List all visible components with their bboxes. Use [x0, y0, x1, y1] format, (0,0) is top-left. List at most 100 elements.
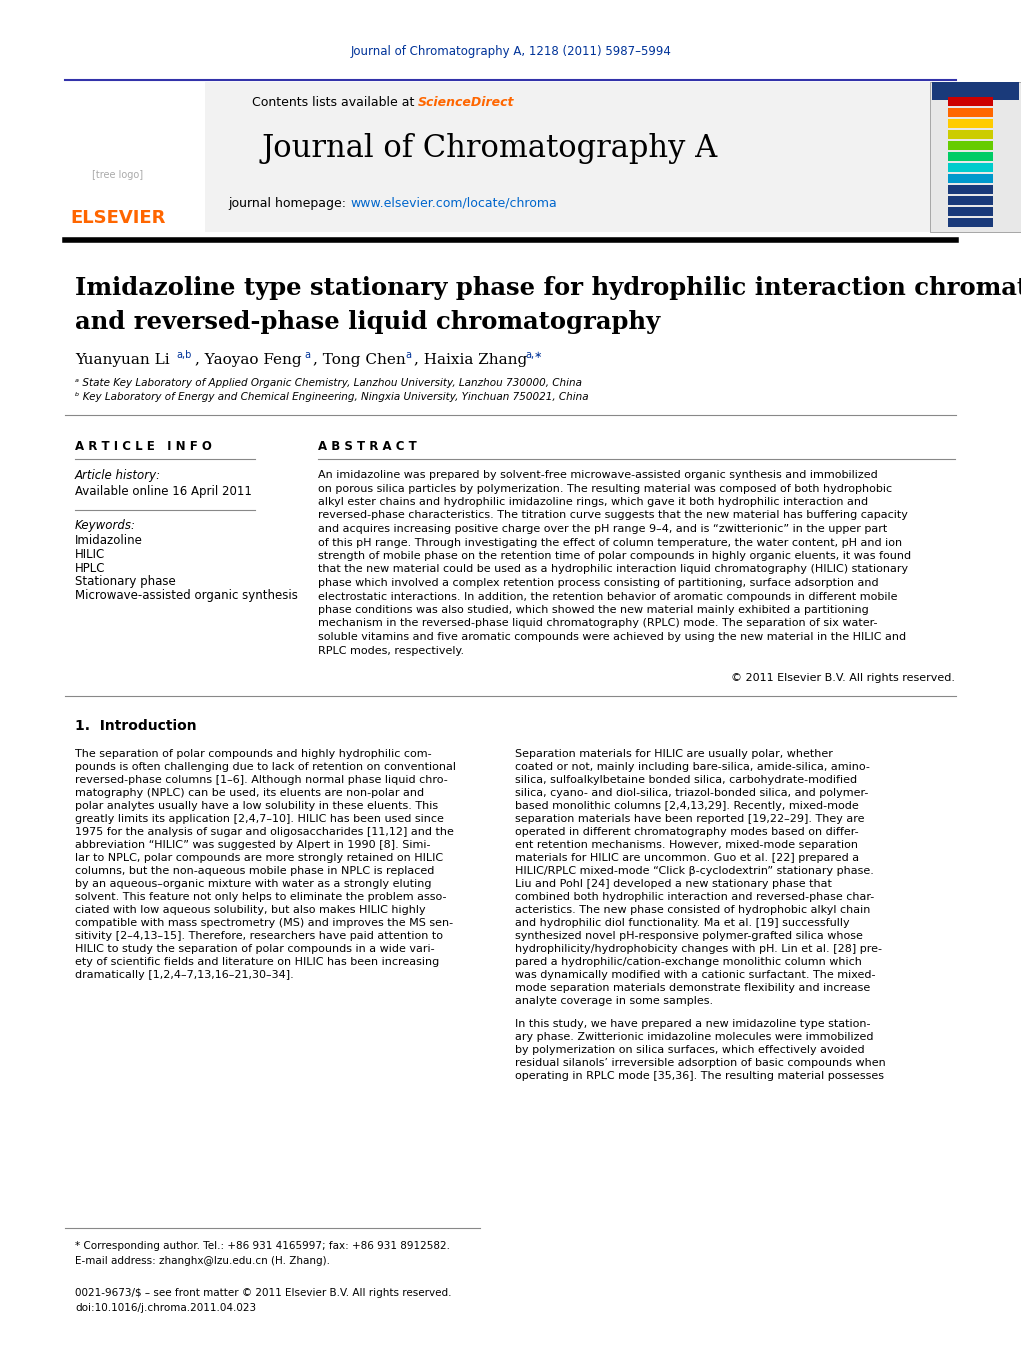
Text: of this pH range. Through investigating the effect of column temperature, the wa: of this pH range. Through investigating … [318, 538, 903, 547]
Bar [949, 97, 993, 105]
Bar [949, 141, 993, 150]
Text: Microwave-assisted organic synthesis: Microwave-assisted organic synthesis [75, 589, 298, 603]
Text: ScienceDirect: ScienceDirect [418, 96, 515, 109]
Text: a,b: a,b [176, 350, 191, 359]
Bar [930, 82, 1021, 232]
Text: sitivity [2–4,13–15]. Therefore, researchers have paid attention to: sitivity [2–4,13–15]. Therefore, researc… [75, 931, 443, 942]
Text: 1975 for the analysis of sugar and oligosaccharides [11,12] and the: 1975 for the analysis of sugar and oligo… [75, 827, 454, 838]
Text: journal homepage:: journal homepage: [228, 196, 350, 209]
Bar [65, 82, 205, 232]
Text: soluble vitamins and five aromatic compounds were achieved by using the new mate: soluble vitamins and five aromatic compo… [318, 632, 906, 642]
Text: materials for HILIC are uncommon. Guo et al. [22] prepared a: materials for HILIC are uncommon. Guo et… [515, 852, 859, 863]
Text: mode separation materials demonstrate flexibility and increase: mode separation materials demonstrate fl… [515, 984, 870, 993]
Text: doi:10.1016/j.chroma.2011.04.023: doi:10.1016/j.chroma.2011.04.023 [75, 1302, 256, 1313]
Text: HILIC: HILIC [75, 547, 105, 561]
Text: mechanism in the reversed-phase liquid chromatography (RPLC) mode. The separatio: mechanism in the reversed-phase liquid c… [318, 619, 877, 628]
Text: Liu and Pohl [24] developed a new stationary phase that: Liu and Pohl [24] developed a new statio… [515, 880, 832, 889]
Text: , Tong Chen: , Tong Chen [313, 353, 405, 367]
Text: phase which involved a complex retention process consisting of partitioning, sur: phase which involved a complex retention… [318, 578, 879, 588]
Text: and acquires increasing positive charge over the pH range 9–4, and is “zwitterio: and acquires increasing positive charge … [318, 524, 887, 534]
Text: synthesized novel pH-responsive polymer-grafted silica whose: synthesized novel pH-responsive polymer-… [515, 931, 863, 942]
Text: Article history:: Article history: [75, 470, 161, 482]
Bar [949, 119, 993, 128]
Text: compatible with mass spectrometry (MS) and improves the MS sen-: compatible with mass spectrometry (MS) a… [75, 917, 453, 928]
Text: matography (NPLC) can be used, its eluents are non-polar and: matography (NPLC) can be used, its eluen… [75, 788, 424, 798]
Text: HILIC/RPLC mixed-mode “Click β-cyclodextrin” stationary phase.: HILIC/RPLC mixed-mode “Click β-cyclodext… [515, 866, 874, 875]
Text: 1.  Introduction: 1. Introduction [75, 719, 197, 734]
Bar [949, 196, 993, 205]
Text: In this study, we have prepared a new imidazoline type station-: In this study, we have prepared a new im… [515, 1019, 871, 1029]
Text: ent retention mechanisms. However, mixed-mode separation: ent retention mechanisms. However, mixed… [515, 840, 858, 850]
Text: reversed-phase columns [1–6]. Although normal phase liquid chro-: reversed-phase columns [1–6]. Although n… [75, 775, 448, 785]
Text: by an aqueous–organic mixture with water as a strongly eluting: by an aqueous–organic mixture with water… [75, 880, 432, 889]
Text: was dynamically modified with a cationic surfactant. The mixed-: was dynamically modified with a cationic… [515, 970, 875, 979]
Text: ᵃ State Key Laboratory of Applied Organic Chemistry, Lanzhou University, Lanzhou: ᵃ State Key Laboratory of Applied Organi… [75, 378, 582, 388]
Text: ary phase. Zwitterionic imidazoline molecules were immobilized: ary phase. Zwitterionic imidazoline mole… [515, 1032, 874, 1042]
Text: phase conditions was also studied, which showed the new material mainly exhibite: phase conditions was also studied, which… [318, 605, 869, 615]
Text: E-mail address: zhanghx@lzu.edu.cn (H. Zhang).: E-mail address: zhanghx@lzu.edu.cn (H. Z… [75, 1256, 330, 1266]
Text: , Yaoyao Feng: , Yaoyao Feng [195, 353, 301, 367]
Text: Keywords:: Keywords: [75, 519, 136, 531]
Bar [949, 153, 993, 161]
Text: silica, cyano- and diol-silica, triazol-bonded silica, and polymer-: silica, cyano- and diol-silica, triazol-… [515, 788, 869, 798]
Text: reversed-phase characteristics. The titration curve suggests that the new materi: reversed-phase characteristics. The titr… [318, 511, 908, 520]
Bar [932, 82, 1019, 100]
Text: 0021-9673/$ – see front matter © 2011 Elsevier B.V. All rights reserved.: 0021-9673/$ – see front matter © 2011 El… [75, 1288, 451, 1298]
Text: a: a [405, 350, 411, 359]
Text: [tree logo]: [tree logo] [93, 170, 144, 180]
Bar [949, 108, 993, 118]
Text: * Corresponding author. Tel.: +86 931 4165997; fax: +86 931 8912582.: * Corresponding author. Tel.: +86 931 41… [75, 1242, 450, 1251]
Text: , Haixia Zhang: , Haixia Zhang [414, 353, 527, 367]
Text: Separation materials for HILIC are usually polar, whether: Separation materials for HILIC are usual… [515, 748, 833, 759]
Text: a: a [304, 350, 310, 359]
Text: Journal of Chromatography A: Journal of Chromatography A [261, 132, 718, 163]
Text: that the new material could be used as a hydrophilic interaction liquid chromato: that the new material could be used as a… [318, 565, 908, 574]
Text: ELSEVIER: ELSEVIER [70, 209, 165, 227]
Text: solvent. This feature not only helps to eliminate the problem asso-: solvent. This feature not only helps to … [75, 892, 446, 902]
Text: alkyl ester chains and hydrophilic imidazoline rings, which gave it both hydroph: alkyl ester chains and hydrophilic imida… [318, 497, 868, 507]
Text: HPLC: HPLC [75, 562, 105, 574]
Text: combined both hydrophilic interaction and reversed-phase char-: combined both hydrophilic interaction an… [515, 892, 874, 902]
Text: strength of mobile phase on the retention time of polar compounds in highly orga: strength of mobile phase on the retentio… [318, 551, 911, 561]
Text: dramatically [1,2,4–7,13,16–21,30–34].: dramatically [1,2,4–7,13,16–21,30–34]. [75, 970, 294, 979]
Text: RPLC modes, respectively.: RPLC modes, respectively. [318, 646, 465, 655]
Text: lar to NPLC, polar compounds are more strongly retained on HILIC: lar to NPLC, polar compounds are more st… [75, 852, 443, 863]
Text: www.elsevier.com/locate/chroma: www.elsevier.com/locate/chroma [350, 196, 556, 209]
Text: Stationary phase: Stationary phase [75, 576, 176, 589]
Text: acteristics. The new phase consisted of hydrophobic alkyl chain: acteristics. The new phase consisted of … [515, 905, 870, 915]
Text: analyte coverage in some samples.: analyte coverage in some samples. [515, 996, 713, 1006]
Text: greatly limits its application [2,4,7–10]. HILIC has been used since: greatly limits its application [2,4,7–10… [75, 815, 444, 824]
Text: a,∗: a,∗ [525, 350, 542, 359]
Text: and reversed-phase liquid chromatography: and reversed-phase liquid chromatography [75, 309, 661, 334]
Text: An imidazoline was prepared by solvent-free microwave-assisted organic synthesis: An imidazoline was prepared by solvent-f… [318, 470, 878, 480]
Text: Imidazoline type stationary phase for hydrophilic interaction chromatography: Imidazoline type stationary phase for hy… [75, 276, 1021, 300]
Text: A B S T R A C T: A B S T R A C T [318, 440, 417, 454]
Text: electrostatic interactions. In addition, the retention behavior of aromatic comp: electrostatic interactions. In addition,… [318, 592, 897, 601]
Text: The separation of polar compounds and highly hydrophilic com-: The separation of polar compounds and hi… [75, 748, 432, 759]
Text: operated in different chromatography modes based on differ-: operated in different chromatography mod… [515, 827, 859, 838]
Text: ciated with low aqueous solubility, but also makes HILIC highly: ciated with low aqueous solubility, but … [75, 905, 426, 915]
Text: columns, but the non-aqueous mobile phase in NPLC is replaced: columns, but the non-aqueous mobile phas… [75, 866, 434, 875]
Bar [949, 185, 993, 195]
Text: coated or not, mainly including bare-silica, amide-silica, amino-: coated or not, mainly including bare-sil… [515, 762, 870, 771]
Text: © 2011 Elsevier B.V. All rights reserved.: © 2011 Elsevier B.V. All rights reserved… [731, 673, 955, 684]
Text: hydrophilicity/hydrophobicity changes with pH. Lin et al. [28] pre-: hydrophilicity/hydrophobicity changes wi… [515, 944, 882, 954]
Text: Contents lists available at: Contents lists available at [251, 96, 418, 109]
Text: ety of scientific fields and literature on HILIC has been increasing: ety of scientific fields and literature … [75, 957, 439, 967]
Text: based monolithic columns [2,4,13,29]. Recently, mixed-mode: based monolithic columns [2,4,13,29]. Re… [515, 801, 859, 811]
Text: residual silanols’ irreversible adsorption of basic compounds when: residual silanols’ irreversible adsorpti… [515, 1058, 886, 1069]
Text: Available online 16 April 2011: Available online 16 April 2011 [75, 485, 252, 497]
Bar [949, 130, 993, 139]
Bar [65, 82, 930, 232]
Text: by polymerization on silica surfaces, which effectively avoided: by polymerization on silica surfaces, wh… [515, 1046, 865, 1055]
Text: operating in RPLC mode [35,36]. The resulting material possesses: operating in RPLC mode [35,36]. The resu… [515, 1071, 884, 1081]
Text: HILIC to study the separation of polar compounds in a wide vari-: HILIC to study the separation of polar c… [75, 944, 435, 954]
Text: A R T I C L E   I N F O: A R T I C L E I N F O [75, 440, 212, 454]
Text: Journal of Chromatography A, 1218 (2011) 5987–5994: Journal of Chromatography A, 1218 (2011)… [350, 46, 672, 58]
Text: silica, sulfoalkylbetaine bonded silica, carbohydrate-modified: silica, sulfoalkylbetaine bonded silica,… [515, 775, 857, 785]
Text: on porous silica particles by polymerization. The resulting material was compose: on porous silica particles by polymeriza… [318, 484, 892, 493]
Bar [949, 207, 993, 216]
Text: Yuanyuan Li: Yuanyuan Li [75, 353, 169, 367]
Text: separation materials have been reported [19,22–29]. They are: separation materials have been reported … [515, 815, 865, 824]
Text: and hydrophilic diol functionality. Ma et al. [19] successfully: and hydrophilic diol functionality. Ma e… [515, 917, 849, 928]
